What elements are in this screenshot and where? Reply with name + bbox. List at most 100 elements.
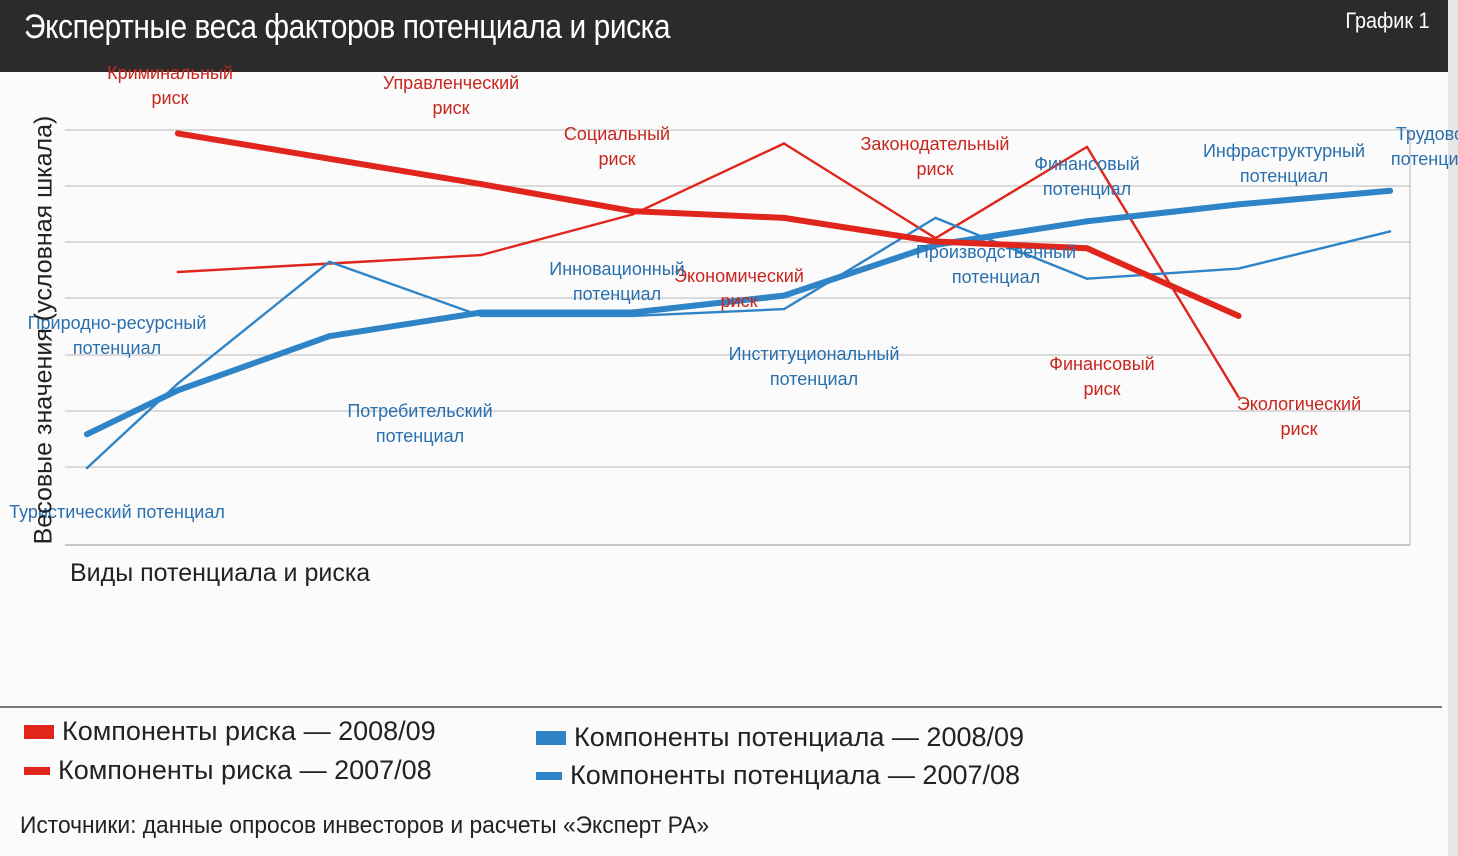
annotation-line: риск [720, 291, 758, 311]
y-axis-label: Весовые значения (условная шкала) [29, 115, 58, 545]
source-note: Источники: данные опросов инвесторов и р… [20, 812, 710, 839]
data-point [176, 270, 180, 274]
annotation-line: Институциональный [728, 344, 900, 364]
risk-annotation: Криминальный риск [107, 61, 233, 111]
potential-annotation: Природно-ресурсный потенциал [28, 311, 207, 361]
annotation-line: риск [598, 149, 636, 169]
potential-annotation: Инфраструктурный потенциал [1203, 139, 1365, 189]
potential-annotation: Потребительский потенциал [347, 399, 492, 449]
legend-label: Компоненты риска — 2008/09 [62, 716, 436, 746]
legend-swatch-thick-blue [536, 730, 566, 745]
chart-header: Экспертные веса факторов потенциала и ри… [0, 0, 1448, 72]
annotation-line: потенциал [375, 426, 465, 446]
data-point [781, 214, 787, 221]
legend-item-risk-2008: Компоненты риска — 2008/09 [24, 716, 436, 747]
data-point [477, 309, 484, 316]
annotation-line: риск [432, 98, 470, 118]
data-point [328, 260, 331, 263]
annotation-line: Криминальный [107, 63, 233, 83]
series-line [85, 216, 1392, 470]
annotation-line: Инновационный [549, 259, 685, 279]
data-point [1237, 267, 1240, 270]
potential-annotation: Институциональный потенциал [729, 342, 900, 392]
data-point [629, 208, 636, 215]
annotation-line: Потребительский [347, 401, 493, 421]
legend-swatch-thick-red [24, 724, 54, 739]
data-point [629, 309, 636, 316]
risk-annotation: Экономический риск [674, 264, 804, 314]
data-point [1235, 201, 1242, 208]
annotation-line: потенциал [1239, 166, 1329, 186]
annotation-line: Инфраструктурный [1202, 141, 1366, 161]
chart-grid [65, 129, 1411, 546]
data-point [85, 466, 89, 470]
data-point [1237, 395, 1240, 399]
series-line [84, 187, 1393, 438]
data-point [176, 382, 180, 385]
data-point [1085, 277, 1089, 280]
data-point [326, 333, 333, 340]
risk-annotation: Экологический риск [1237, 392, 1361, 442]
annotation-line: Туристический потенциал [9, 502, 225, 522]
annotation-line: риск [1083, 379, 1121, 399]
legend-item-risk-2007: Компоненты риска — 2007/08 [24, 755, 432, 786]
legend-swatch-thin-red [24, 766, 50, 775]
annotation-line: риск [151, 88, 189, 108]
data-point [932, 238, 939, 245]
risk-annotation: Социальный риск [564, 122, 670, 172]
annotation-line: риск [916, 159, 954, 179]
annotation-line: потенциал [951, 267, 1041, 287]
legend-item-potential-2008: Компоненты потенциала — 2008/09 [536, 722, 1024, 753]
data-point [84, 431, 90, 438]
potential-annotation: Производственный потенциал [916, 240, 1076, 290]
data-point [479, 253, 483, 257]
annotation-line: Социальный [563, 124, 671, 144]
annotation-line: Экономический [674, 266, 804, 286]
data-point [1084, 245, 1090, 252]
annotation-line: потенциал [572, 284, 662, 304]
chart-title: Экспертные веса факторов потенциала и ри… [24, 8, 671, 46]
annotation-line: потенциал [72, 338, 162, 358]
potential-annotation: Туристический потенциал [9, 500, 225, 525]
legend-divider [0, 706, 1442, 708]
legend-label: Компоненты потенциала — 2007/08 [570, 760, 1021, 790]
annotation-line: Трудовой [1395, 124, 1458, 144]
annotation-line: Финансовый [1049, 354, 1155, 374]
annotation-line: Экологический [1236, 394, 1362, 414]
chart-lines [84, 130, 1393, 470]
annotation-line: риск [1280, 419, 1318, 439]
annotation-line: потенциал [1042, 179, 1132, 199]
annotation-line: Природно-ресурсный [27, 313, 207, 333]
data-point [781, 292, 787, 299]
data-point [477, 181, 484, 188]
data-point [174, 387, 181, 394]
risk-annotation: Законодательный риск [861, 132, 1010, 182]
annotation-line: Производственный [915, 242, 1077, 262]
legend-label: Компоненты риска — 2007/08 [58, 755, 432, 785]
data-point [934, 216, 937, 220]
legend-swatch-thin-blue [536, 771, 562, 780]
annotation-line: потенциал [1390, 149, 1458, 169]
data-point [1235, 312, 1242, 319]
potential-annotation: Финансовый потенциал [1034, 152, 1139, 202]
annotation-line: Управленческий [382, 73, 520, 93]
page-edge [1448, 0, 1458, 856]
legend-item-potential-2007: Компоненты потенциала — 2007/08 [536, 760, 1020, 791]
annotation-line: Финансовый [1034, 154, 1140, 174]
data-point [1387, 187, 1393, 194]
annotation-line: потенциал [769, 369, 859, 389]
data-point [1085, 145, 1089, 149]
data-point [1388, 230, 1392, 233]
legend-label: Компоненты потенциала — 2008/09 [574, 722, 1025, 752]
chart-number: График 1 [1345, 8, 1430, 33]
data-point [1084, 218, 1090, 225]
risk-annotation: Управленческий риск [383, 71, 519, 121]
data-point [782, 142, 786, 145]
potential-annotation: Инновационный потенциал [549, 257, 684, 307]
annotation-line: Законодательный [860, 134, 1010, 154]
data-point [782, 307, 786, 311]
data-point [174, 130, 181, 137]
line-chart [65, 129, 1411, 546]
risk-annotation: Финансовый риск [1049, 352, 1154, 402]
potential-annotation: Трудовой потенциал [1391, 122, 1458, 172]
